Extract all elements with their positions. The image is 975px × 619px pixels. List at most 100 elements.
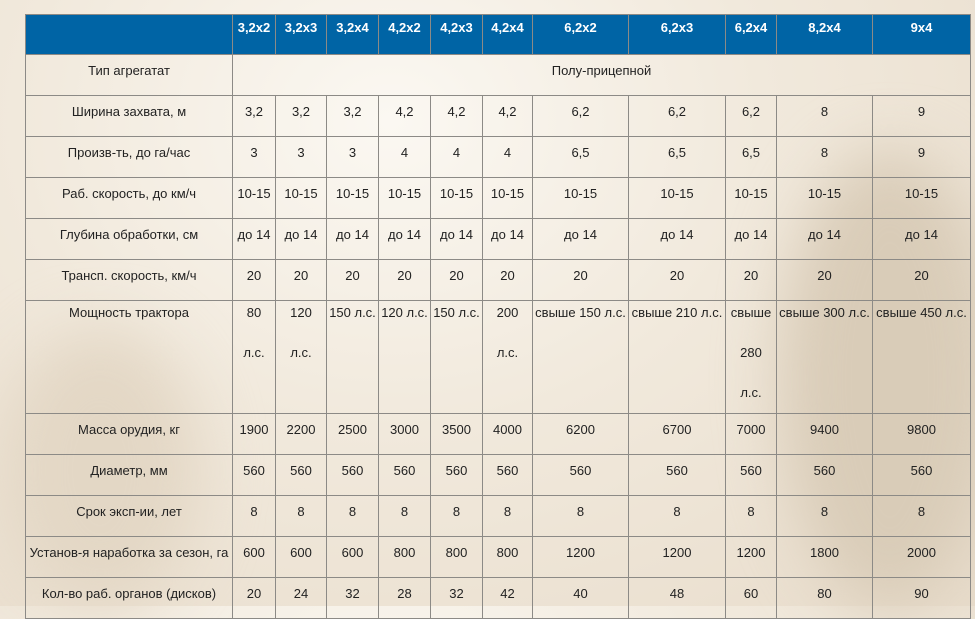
table-cell: 8 — [232, 495, 276, 537]
column-header: 9x4 — [872, 14, 971, 55]
table-cell: 8 — [430, 495, 483, 537]
column-header: 3,2x4 — [326, 14, 379, 55]
table-row: Срок эксп-ии, лет 8 8 8 8 8 8 8 8 8 8 8 — [25, 495, 971, 537]
table-cell: 9 — [872, 95, 971, 137]
table-cell: 8 — [482, 495, 533, 537]
table-row: Раб. скорость, до км/ч 10-15 10-15 10-15 10-… — [25, 177, 971, 219]
table-cell: 10-15 — [872, 177, 971, 219]
table-cell: 8 — [326, 495, 379, 537]
table-cell: 32 — [326, 577, 379, 619]
table-cell: до 14 — [628, 218, 726, 260]
table-cell: 560 — [628, 454, 726, 496]
table-cell: 9800 — [872, 413, 971, 455]
table-cell: свыше 210 л.с. — [628, 300, 726, 414]
table-cell: 1200 — [532, 536, 629, 578]
table-cell: 20 — [326, 259, 379, 301]
table-cell: до 14 — [430, 218, 483, 260]
cell-text: свыше 210 л.с. — [631, 305, 723, 320]
header-empty-cell — [25, 14, 233, 55]
cell-text: свыше 150 л.с. — [535, 305, 626, 320]
table-cell: 1200 — [628, 536, 726, 578]
table-cell: 20 — [232, 577, 276, 619]
table-cell: 20 — [482, 259, 533, 301]
table-cell: 3 — [275, 136, 327, 178]
table-cell: 10-15 — [378, 177, 431, 219]
table-row: Установ-я наработка за сезон, га 600 600 60… — [25, 536, 971, 578]
row-label: Раб. скорость, до км/ч — [25, 177, 233, 219]
table-cell: 3 — [326, 136, 379, 178]
table-cell: 8 — [275, 495, 327, 537]
table-cell: 560 — [378, 454, 431, 496]
table-cell: 600 — [275, 536, 327, 578]
table-row: Диаметр, мм 560 560 560 560 560 560 560 560 560 56… — [25, 454, 971, 496]
column-header: 6,2x4 — [725, 14, 777, 55]
table-cell: 6,2 — [532, 95, 629, 137]
table-cell: до 14 — [725, 218, 777, 260]
table-cell: 8 — [872, 495, 971, 537]
table-cell: 1800 — [776, 536, 873, 578]
table-cell: 10-15 — [430, 177, 483, 219]
column-header: 3,2x3 — [275, 14, 327, 55]
table-cell: 10-15 — [628, 177, 726, 219]
table-row: Кол-во раб. органов (дисков) 20 24 32 28 32 42… — [25, 577, 971, 619]
table-cell: 20 — [725, 259, 777, 301]
row-label: Установ-я наработка за сезон, га — [25, 536, 233, 578]
cell-text: 150 л.с. — [433, 305, 480, 320]
cell-text: 150 л.с. — [329, 305, 376, 320]
table-cell: 560 — [482, 454, 533, 496]
table-cell: 6,5 — [725, 136, 777, 178]
table-cell: 4 — [430, 136, 483, 178]
table-cell: свыше 300 л.с. — [776, 300, 873, 414]
table-cell: 120 л.с. — [275, 300, 327, 414]
table-cell: 560 — [776, 454, 873, 496]
table-cell: 60 — [725, 577, 777, 619]
table-cell: до 14 — [482, 218, 533, 260]
table-cell: до 14 — [378, 218, 431, 260]
row-label: Мощность трактора — [25, 300, 233, 414]
table-cell: 10-15 — [326, 177, 379, 219]
table-cell: 120 л.с. — [378, 300, 431, 414]
table-cell: 7000 — [725, 413, 777, 455]
table-row: Трансп. скорость, км/ч 20 20 20 20 20 20 20 20 20… — [25, 259, 971, 301]
table-cell: 6,2 — [725, 95, 777, 137]
table-cell: 8 — [378, 495, 431, 537]
table-row: Мощность трактора 80 л.с. 120 л.с. 150 л.с.… — [25, 300, 971, 414]
table-cell: 1200 — [725, 536, 777, 578]
row-label: Тип агрегатат — [25, 54, 233, 96]
table-cell: 24 — [275, 577, 327, 619]
table-cell: 20 — [232, 259, 276, 301]
table-cell: 10-15 — [275, 177, 327, 219]
table-cell: 10-15 — [232, 177, 276, 219]
table-cell: 560 — [532, 454, 629, 496]
table-cell: 32 — [430, 577, 483, 619]
table-row: Глубина обработки, см до 14 до 14 до 14 до 1… — [25, 218, 971, 260]
table-cell: 560 — [232, 454, 276, 496]
table-cell: 90 — [872, 577, 971, 619]
table-cell: 3000 — [378, 413, 431, 455]
table-cell: 20 — [776, 259, 873, 301]
column-header: 4,2x3 — [430, 14, 483, 55]
table-cell: 800 — [430, 536, 483, 578]
cell-text: 200 л.с. — [496, 305, 519, 360]
table-cell: 4,2 — [378, 95, 431, 137]
table-cell: 2000 — [872, 536, 971, 578]
table-cell: 3 — [232, 136, 276, 178]
table-cell: 4,2 — [482, 95, 533, 137]
table-cell: 42 — [482, 577, 533, 619]
table-cell: 4,2 — [430, 95, 483, 137]
table-cell: 3500 — [430, 413, 483, 455]
table-cell: 8 — [776, 495, 873, 537]
table-cell: 2500 — [326, 413, 379, 455]
table-row: Произв-ть, до га/час 3 3 3 4 4 4 6,5 6,5 6,5 8 9 — [25, 136, 971, 178]
row-label: Трансп. скорость, км/ч — [25, 259, 233, 301]
cell-text: свыше 300 л.с. — [779, 305, 870, 320]
table-cell: 150 л.с. — [326, 300, 379, 414]
table-cell: до 14 — [872, 218, 971, 260]
table-cell: 48 — [628, 577, 726, 619]
table-cell: до 14 — [776, 218, 873, 260]
table-cell: до 14 — [232, 218, 276, 260]
table-cell: 6,5 — [628, 136, 726, 178]
row-label: Глубина обработки, см — [25, 218, 233, 260]
table-cell: 4000 — [482, 413, 533, 455]
table-cell: 3,2 — [275, 95, 327, 137]
